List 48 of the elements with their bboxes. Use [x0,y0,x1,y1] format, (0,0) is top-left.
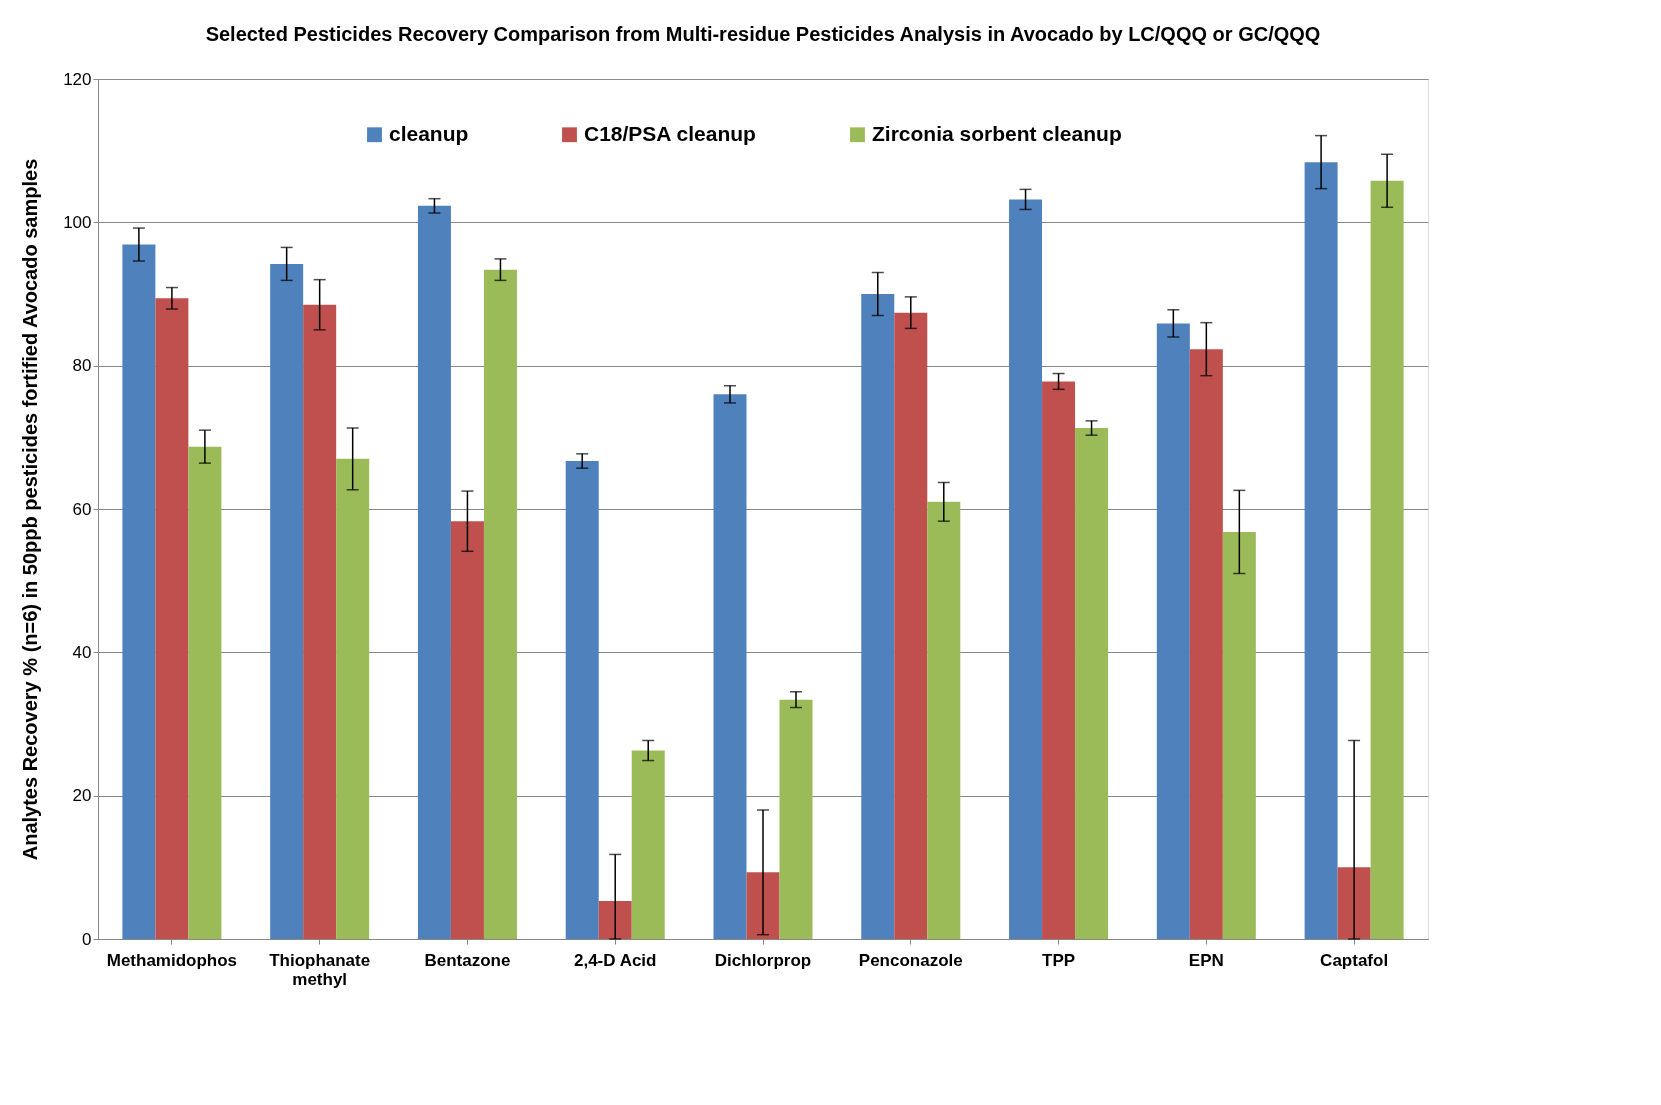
bar [303,304,337,939]
bar [155,298,189,939]
bar [1042,381,1076,939]
bar [713,394,747,939]
x-tick-label: Captafol [1320,950,1389,970]
bar [598,901,632,939]
y-axis-title: Analytes Recovery % (n=6) in 50ppb pesticides fortified Avocado samples [19,158,42,861]
x-tick-label: EPN [1188,950,1224,970]
bar [1009,199,1043,939]
bar [417,205,451,939]
legend-label: Zirconia sorbent cleanup [872,121,1122,145]
bar [188,446,222,939]
bar [779,699,813,939]
bar [927,501,961,939]
x-tick-label: Thiophanate methyl [269,950,371,989]
bar [1156,323,1190,939]
y-tick-label: 100 [63,212,92,232]
y-tick-label: 60 [72,499,92,519]
x-tick-label: Methamidophos [106,950,238,970]
bar [1075,428,1109,939]
bar [861,294,895,939]
bar [336,458,370,939]
y-tick-label: 80 [72,356,92,376]
bar [746,872,780,939]
bar [483,269,517,939]
chart-title: Selected Pesticides Recovery Comparison from Multi-residue Pesticides Analysis in Avocado by LC/QQQ or GC/QQQ [205,23,1321,45]
bar [565,460,599,939]
y-tick-label: 20 [72,786,92,806]
bar [1189,349,1223,939]
x-tick-label: Dichlorprop [714,950,812,970]
bar [1337,867,1371,939]
bar [270,263,304,939]
bar [122,244,156,939]
x-tick-label: Penconazole [858,950,963,970]
bar [894,312,928,939]
legend-label: cleanup [389,121,469,145]
y-tick-label: 120 [63,69,92,89]
y-tick-label: 0 [82,929,92,949]
x-tick-label: 2,4-D Acid [573,950,657,970]
bar [1304,162,1338,939]
x-tick-label: TPP [1042,950,1076,970]
bar [1370,180,1404,939]
bar [1222,531,1256,939]
x-tick-label: Bentazone [424,950,511,970]
legend-label: C18/PSA cleanup [584,121,756,145]
y-tick-label: 40 [72,642,92,662]
bar [631,750,665,939]
bar [450,521,484,939]
